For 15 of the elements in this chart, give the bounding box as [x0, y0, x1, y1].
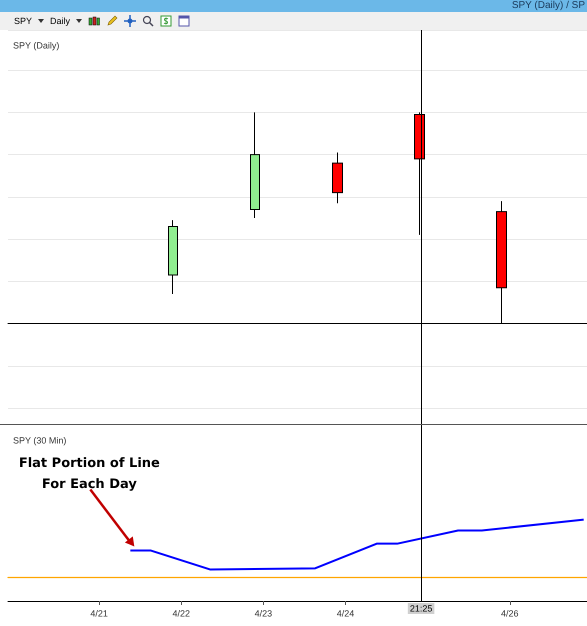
- text: Daily: [50, 16, 70, 26]
- annotation: Flat Portion of Line For Each Day: [18, 454, 160, 494]
- x-tick-label: 4/26: [501, 608, 519, 618]
- text: SPY: [14, 16, 32, 26]
- ref-line-label: 21:25: [410, 604, 432, 614]
- candlestick: [168, 220, 178, 295]
- x-tick-label: 4/21: [90, 608, 108, 618]
- chart-title: SPY (Daily): [13, 40, 60, 50]
- candlestick: [332, 152, 343, 204]
- x-tick-label: 4/23: [254, 608, 272, 618]
- text: SPY (Daily) / SP: [512, 0, 585, 12]
- x-tick-label: 4/22: [172, 608, 190, 618]
- candlestick: [250, 112, 260, 218]
- chart-title: SPY (30 Min): [13, 436, 66, 446]
- x-tick-label: 4/24: [336, 608, 354, 618]
